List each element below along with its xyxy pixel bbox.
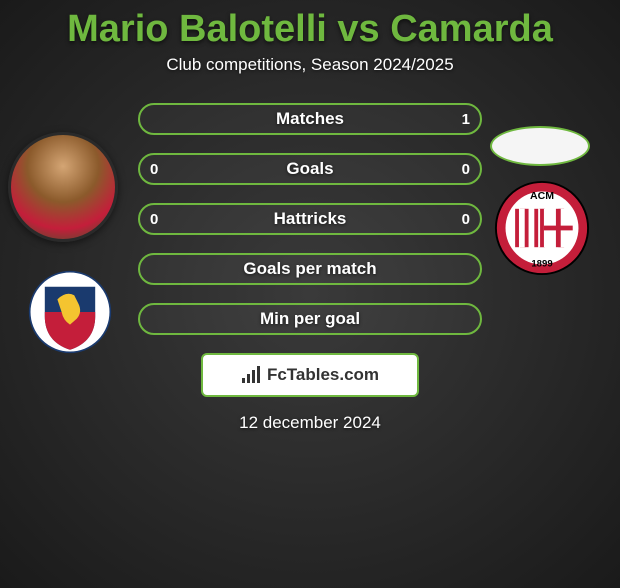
date-text: 12 december 2024 [0,413,620,433]
stat-label: Goals per match [243,259,376,279]
fctables-logo: FcTables.com [201,353,419,397]
stat-row-goals: 0 Goals 0 [138,153,482,185]
stat-label: Hattricks [274,209,347,229]
crest-left [28,270,112,354]
stat-label: Matches [276,109,344,129]
stat-left-value: 0 [150,211,158,228]
logo-text: FcTables.com [267,365,379,385]
stat-row-min-per-goal: Min per goal [138,303,482,335]
subtitle: Club competitions, Season 2024/2025 [0,55,620,75]
stat-label: Min per goal [260,309,360,329]
svg-text:1899: 1899 [531,258,552,269]
player-right-avatar [490,126,590,166]
player-left-avatar [8,132,118,242]
stat-right-value: 0 [462,161,470,178]
stat-row-matches: Matches 1 [138,103,482,135]
stat-right-value: 1 [462,111,470,128]
svg-text:ACM: ACM [530,190,554,202]
stat-row-hattricks: 0 Hattricks 0 [138,203,482,235]
page-title: Mario Balotelli vs Camarda [0,8,620,51]
stat-left-value: 0 [150,161,158,178]
stat-label: Goals [286,159,333,179]
bars-icon [241,366,263,384]
stat-right-value: 0 [462,211,470,228]
crest-right: ACM 1899 [494,180,590,276]
stat-row-goals-per-match: Goals per match [138,253,482,285]
